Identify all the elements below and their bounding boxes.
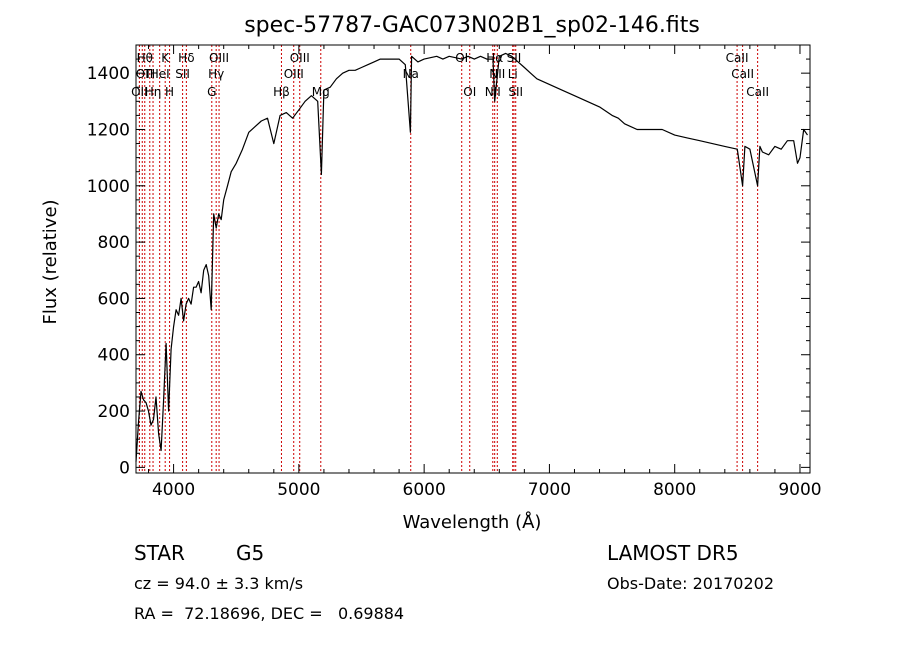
- spectral-line-label: HeI: [150, 67, 170, 81]
- spectral-line-label: Hγ: [208, 67, 224, 81]
- spectral-line-label: NII: [489, 67, 505, 81]
- spectral-line-label: CaII: [731, 67, 754, 81]
- object-subclass: G5: [236, 541, 265, 565]
- spectral-line-label: CaII: [726, 51, 749, 65]
- y-tick-label: 1400: [87, 64, 130, 84]
- survey-name: LAMOST DR5: [607, 541, 739, 565]
- spectral-line-label: Hδ: [178, 51, 194, 65]
- spectral-line-markers: [138, 45, 759, 473]
- spectrum-series-line: [135, 52, 808, 462]
- y-axis: 0 200 400 600 800 1000 1200 1400: [87, 58, 810, 478]
- spectral-line-label: Hβ: [273, 85, 290, 99]
- chart-title: spec-57787-GAC073N02B1_sp02-146.fits: [244, 13, 700, 38]
- spectral-line-label: Hη: [145, 85, 162, 99]
- spectral-line-label: H: [165, 85, 174, 99]
- y-tick-label: 200: [98, 402, 130, 422]
- plot-frame: [135, 44, 811, 474]
- spectral-line-label: OII: [131, 85, 148, 99]
- y-tick-label: 800: [98, 233, 130, 253]
- spectral-line-label: OIII: [284, 67, 304, 81]
- y-axis-title: Flux (relative): [40, 199, 61, 324]
- spectral-line-label: OI: [463, 85, 476, 99]
- y-tick-label: 1200: [87, 120, 130, 140]
- x-tick-label: 6000: [403, 480, 446, 500]
- spectral-line-label: TI: [143, 67, 155, 81]
- y-tick-label: 0: [119, 458, 130, 478]
- spectral-line-label: SII: [175, 67, 190, 81]
- spectral-line-label: Mg: [312, 85, 330, 99]
- coordinates-readout: RA = 72.18696, DEC = 0.69884: [134, 604, 405, 623]
- object-class: STAR: [134, 541, 185, 565]
- x-tick-label: 4000: [152, 480, 195, 500]
- spectral-line-label: OI: [136, 67, 149, 81]
- spectral-line-label: Li: [508, 67, 518, 81]
- x-axis-title: Wavelength (Å): [403, 511, 542, 533]
- redshift-readout: cz = 94.0 ± 3.3 km/s: [134, 574, 304, 593]
- x-tick-label: 7000: [528, 480, 571, 500]
- y-tick-label: 600: [98, 289, 130, 309]
- series-layer: [135, 52, 808, 462]
- spectral-line-label: OIII: [209, 51, 229, 65]
- spectral-line-labels: OIIOIHθTIHηHeIKHSIIHδGHγOIIIHβOIIIOIIIMg…: [131, 51, 769, 99]
- spectral-line-label: G: [207, 85, 216, 99]
- spectral-line-label: SII: [507, 51, 522, 65]
- x-tick-label: 5000: [277, 480, 320, 500]
- spectral-line-label: K: [161, 51, 170, 65]
- y-tick-label: 1000: [87, 177, 130, 197]
- spectral-line-label: NII: [485, 85, 501, 99]
- spectral-line-label: Hθ: [137, 51, 153, 65]
- spectral-line-label: Hα: [486, 51, 503, 65]
- spectral-line-label: OIII: [290, 51, 310, 65]
- x-tick-label: 9000: [778, 480, 821, 500]
- spectral-line-label: CaII: [746, 85, 769, 99]
- plot-border: [135, 44, 811, 474]
- spectral-line-label: Na: [403, 67, 419, 81]
- spectral-line-label: SII: [508, 85, 523, 99]
- x-tick-label: 8000: [653, 480, 696, 500]
- obs-date: Obs-Date: 20170202: [607, 574, 775, 593]
- spectral-line-label: OI: [455, 51, 468, 65]
- x-axis: 4000 5000 6000 7000 8000 9000: [148, 45, 822, 500]
- y-tick-label: 400: [98, 346, 130, 366]
